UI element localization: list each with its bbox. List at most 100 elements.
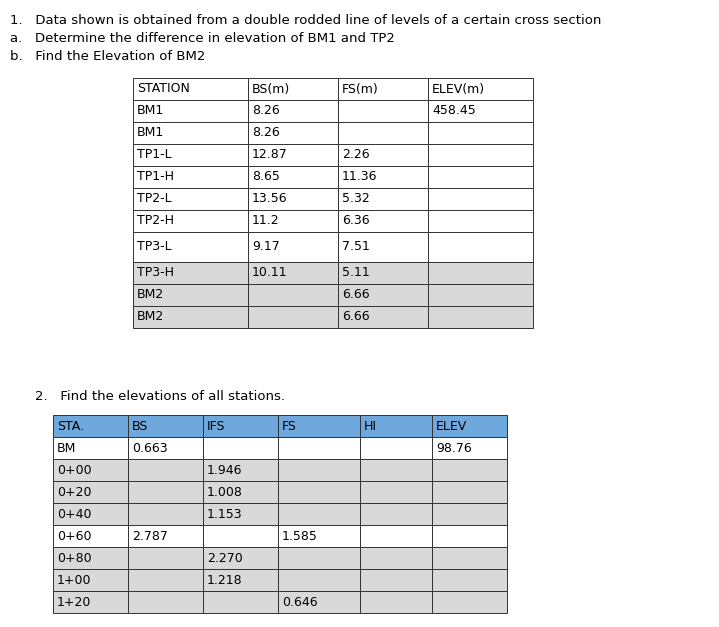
Bar bbox=[432, 459, 507, 481]
Text: 8.65: 8.65 bbox=[252, 171, 280, 184]
Bar bbox=[53, 547, 128, 569]
Bar bbox=[203, 503, 278, 525]
Bar bbox=[53, 437, 128, 459]
Text: 2.   Find the elevations of all stations.: 2. Find the elevations of all stations. bbox=[35, 390, 285, 403]
Bar bbox=[432, 547, 507, 569]
Text: 6.36: 6.36 bbox=[342, 214, 370, 228]
Bar bbox=[248, 306, 338, 328]
Bar bbox=[203, 437, 278, 459]
Bar bbox=[248, 262, 338, 284]
Bar bbox=[133, 100, 248, 122]
Bar bbox=[203, 569, 278, 591]
Text: 0.646: 0.646 bbox=[282, 596, 318, 608]
Bar bbox=[278, 591, 360, 613]
Bar bbox=[360, 481, 432, 503]
Text: 12.87: 12.87 bbox=[252, 149, 288, 162]
Text: a.   Determine the difference in elevation of BM1 and TP2: a. Determine the difference in elevation… bbox=[10, 32, 395, 45]
Text: IFS: IFS bbox=[207, 419, 226, 433]
Bar bbox=[133, 306, 248, 328]
Bar bbox=[432, 415, 507, 437]
Bar bbox=[133, 188, 248, 210]
Bar bbox=[338, 78, 428, 100]
Bar bbox=[278, 459, 360, 481]
Text: 1.   Data shown is obtained from a double rodded line of levels of a certain cro: 1. Data shown is obtained from a double … bbox=[10, 14, 601, 27]
Bar bbox=[432, 525, 507, 547]
Text: FS(m): FS(m) bbox=[342, 83, 379, 95]
Text: 11.36: 11.36 bbox=[342, 171, 377, 184]
Text: 5.32: 5.32 bbox=[342, 192, 370, 206]
Bar bbox=[133, 210, 248, 232]
Text: 1.585: 1.585 bbox=[282, 529, 318, 542]
Bar bbox=[432, 591, 507, 613]
Bar bbox=[338, 144, 428, 166]
Text: TP2-L: TP2-L bbox=[137, 192, 172, 206]
Bar bbox=[360, 503, 432, 525]
Text: 13.56: 13.56 bbox=[252, 192, 288, 206]
Bar bbox=[338, 262, 428, 284]
Bar bbox=[248, 78, 338, 100]
Bar bbox=[128, 547, 203, 569]
Bar bbox=[338, 306, 428, 328]
Text: 0+80: 0+80 bbox=[57, 552, 91, 564]
Bar bbox=[128, 525, 203, 547]
Bar bbox=[53, 591, 128, 613]
Text: TP1-L: TP1-L bbox=[137, 149, 172, 162]
Bar bbox=[428, 284, 533, 306]
Text: 1+00: 1+00 bbox=[57, 574, 91, 586]
Bar bbox=[53, 525, 128, 547]
Bar bbox=[203, 415, 278, 437]
Text: 0+20: 0+20 bbox=[57, 485, 91, 498]
Bar bbox=[360, 591, 432, 613]
Text: 1.218: 1.218 bbox=[207, 574, 242, 586]
Text: TP3-L: TP3-L bbox=[137, 241, 172, 253]
Bar bbox=[133, 284, 248, 306]
Bar bbox=[128, 569, 203, 591]
Bar bbox=[428, 188, 533, 210]
Text: 1.153: 1.153 bbox=[207, 507, 242, 520]
Bar bbox=[428, 210, 533, 232]
Bar bbox=[128, 459, 203, 481]
Bar bbox=[428, 100, 533, 122]
Bar bbox=[360, 525, 432, 547]
Text: 2.26: 2.26 bbox=[342, 149, 370, 162]
Bar bbox=[53, 459, 128, 481]
Text: ELEV(m): ELEV(m) bbox=[432, 83, 485, 95]
Bar bbox=[338, 284, 428, 306]
Bar bbox=[360, 569, 432, 591]
Text: 11.2: 11.2 bbox=[252, 214, 280, 228]
Bar bbox=[203, 591, 278, 613]
Bar bbox=[278, 525, 360, 547]
Bar bbox=[53, 503, 128, 525]
Bar bbox=[338, 232, 428, 262]
Text: STATION: STATION bbox=[137, 83, 190, 95]
Bar bbox=[133, 78, 248, 100]
Text: 1.946: 1.946 bbox=[207, 463, 242, 477]
Text: 7.51: 7.51 bbox=[342, 241, 370, 253]
Bar bbox=[428, 232, 533, 262]
Text: 6.66: 6.66 bbox=[342, 288, 370, 302]
Bar bbox=[128, 481, 203, 503]
Text: HI: HI bbox=[364, 419, 377, 433]
Bar bbox=[133, 166, 248, 188]
Bar bbox=[360, 415, 432, 437]
Text: TP2-H: TP2-H bbox=[137, 214, 174, 228]
Text: b.   Find the Elevation of BM2: b. Find the Elevation of BM2 bbox=[10, 50, 206, 63]
Text: 98.76: 98.76 bbox=[436, 441, 472, 455]
Text: 0+00: 0+00 bbox=[57, 463, 91, 477]
Text: FS: FS bbox=[282, 419, 297, 433]
Bar bbox=[338, 188, 428, 210]
Bar bbox=[203, 481, 278, 503]
Bar bbox=[133, 232, 248, 262]
Bar bbox=[428, 78, 533, 100]
Bar bbox=[248, 100, 338, 122]
Text: BM2: BM2 bbox=[137, 288, 164, 302]
Bar bbox=[248, 284, 338, 306]
Bar bbox=[338, 166, 428, 188]
Text: BM2: BM2 bbox=[137, 310, 164, 324]
Text: 1.008: 1.008 bbox=[207, 485, 243, 498]
Text: BM1: BM1 bbox=[137, 105, 164, 117]
Text: 2.787: 2.787 bbox=[132, 529, 168, 542]
Text: 1+20: 1+20 bbox=[57, 596, 91, 608]
Bar bbox=[428, 262, 533, 284]
Text: 8.26: 8.26 bbox=[252, 127, 280, 139]
